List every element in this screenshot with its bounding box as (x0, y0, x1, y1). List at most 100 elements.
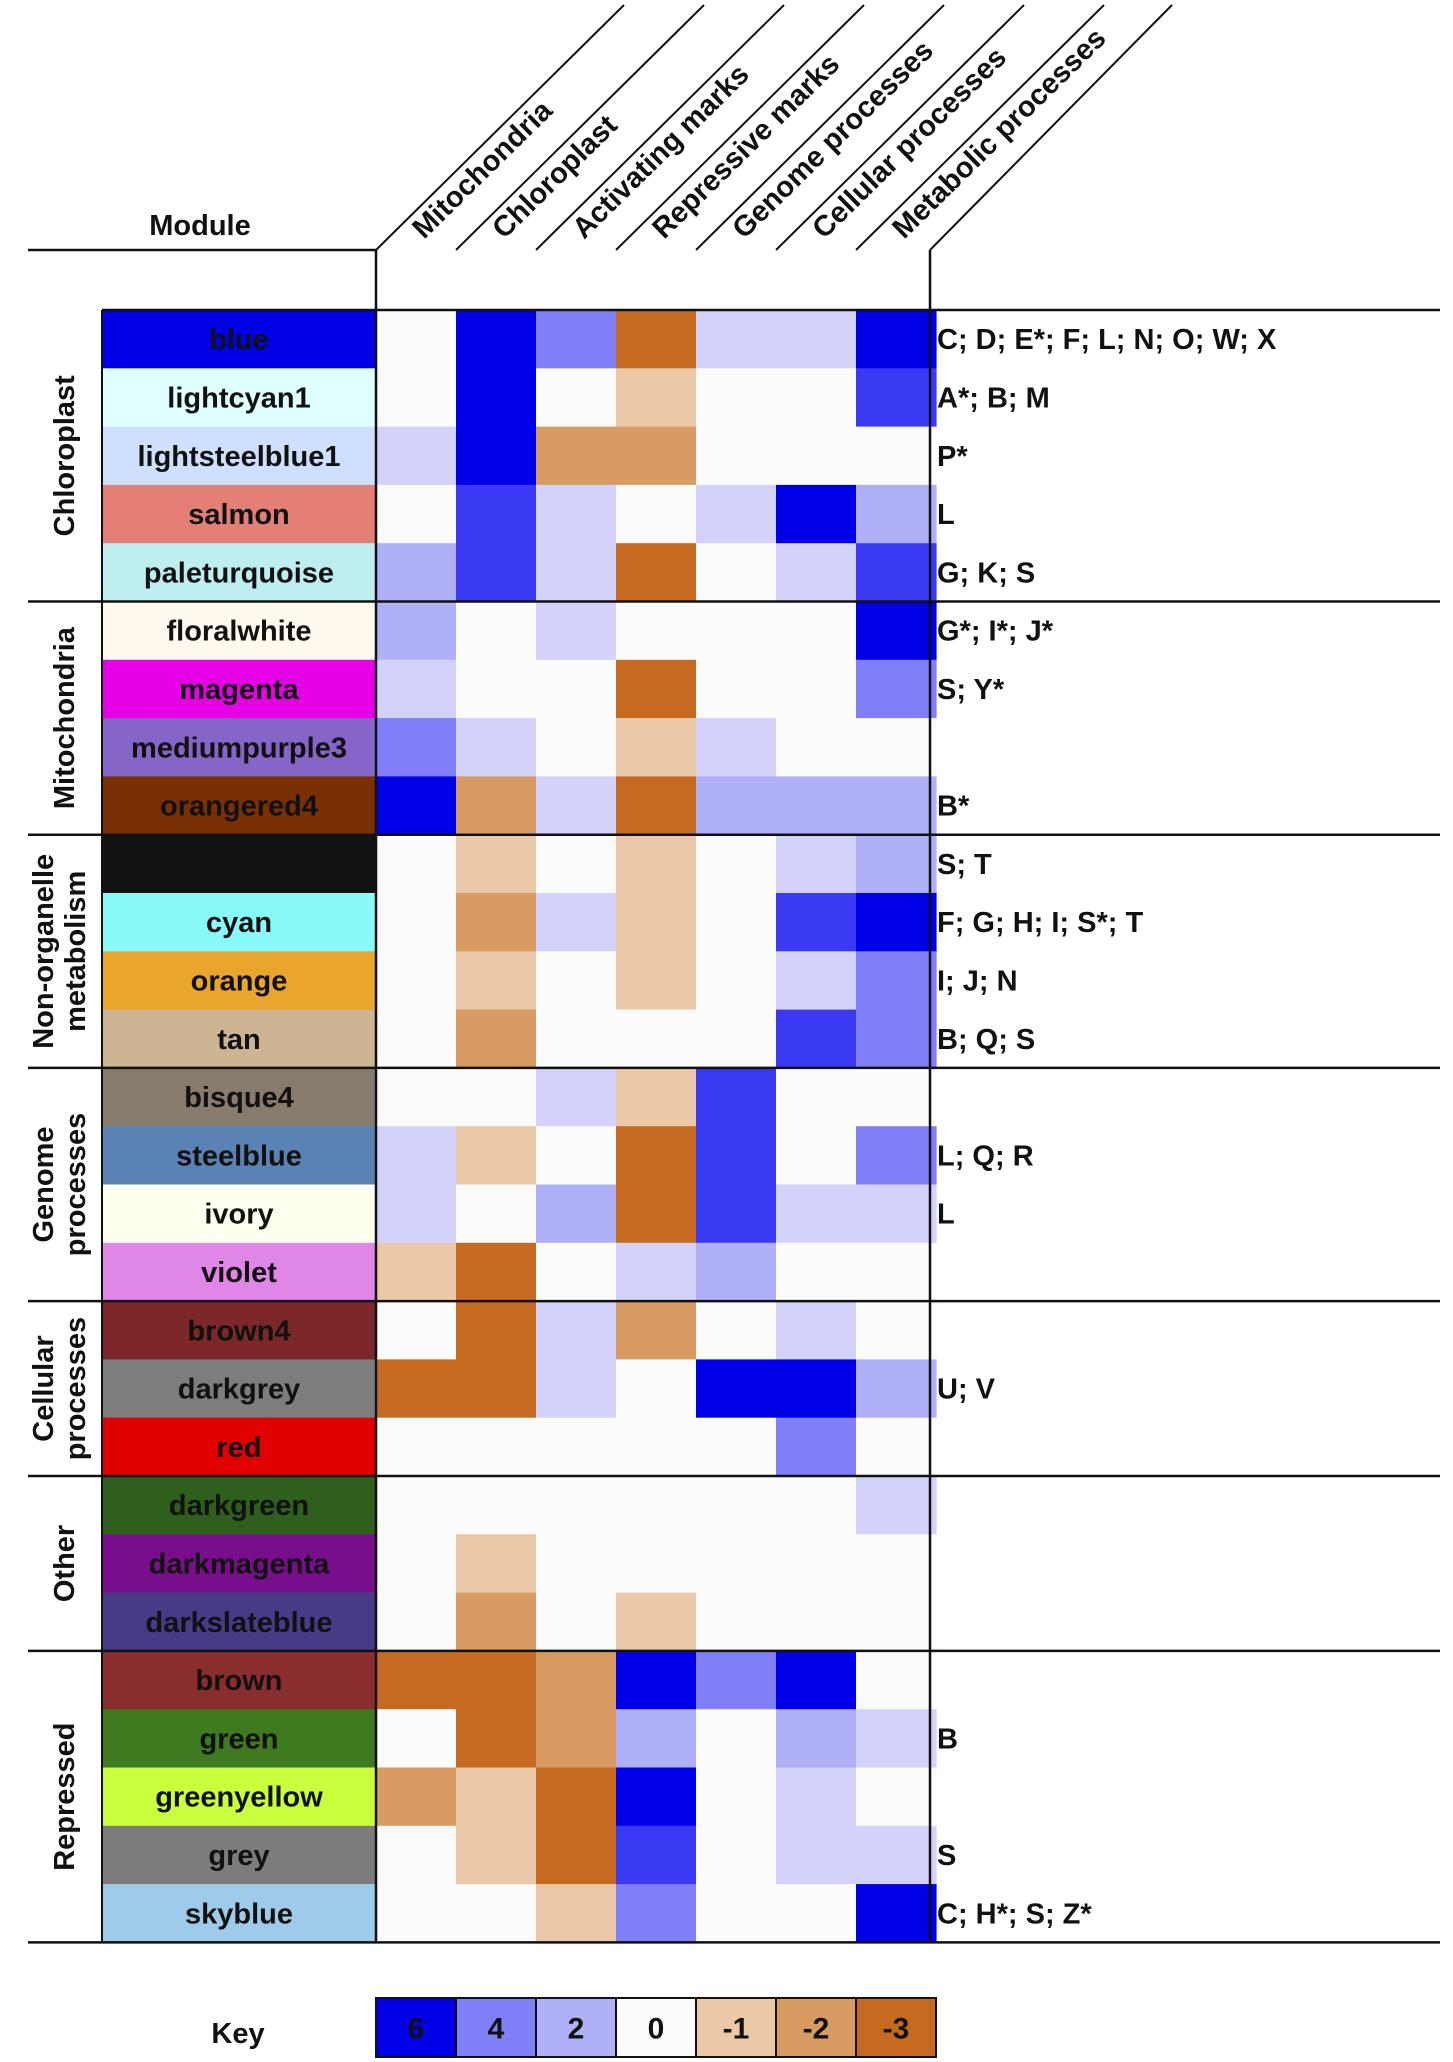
cell-salmon-genome-processes (696, 484, 777, 544)
group-label-repressed: Repressed (49, 1722, 81, 1870)
key-label-value: 0 (648, 2013, 665, 2046)
row-annotation: G; K; S (937, 557, 1035, 589)
cell-darkmagenta-cellular-processes (776, 1534, 857, 1594)
cell-ivory-chloroplast (456, 1184, 537, 1244)
module-label: lightcyan1 (167, 382, 310, 414)
cell-cyan-mitochondria (376, 893, 457, 952)
cell-violet-mitochondria (376, 1242, 457, 1302)
cell-violet-genome-processes (696, 1242, 777, 1302)
cell-brown4-chloroplast (456, 1301, 537, 1360)
cell-brown4-mitochondria (376, 1301, 457, 1360)
cell-darkgreen-cellular-processes (776, 1476, 857, 1535)
cell-grey-activating-marks (536, 1825, 617, 1885)
cell-bisque4-cellular-processes (776, 1067, 857, 1127)
cell-darkslateblue-chloroplast (456, 1592, 537, 1652)
module-swatch-darkgreen (102, 1476, 376, 1535)
cell-darkgrey-mitochondria (376, 1359, 457, 1419)
grid-lines (28, 4, 1440, 1944)
key-label-value: 2 (568, 2013, 585, 2046)
cell-blue-metabolic-processes (856, 310, 937, 369)
cell-magenta-cellular-processes (776, 659, 857, 719)
cell-greenyellow-metabolic-processes (856, 1767, 937, 1827)
row-annotation: F; G; H; I; S*; T (937, 907, 1143, 939)
cell-grey-cellular-processes (776, 1825, 857, 1885)
cell-darkslateblue-metabolic-processes (856, 1592, 937, 1652)
cell-steelblue-genome-processes (696, 1126, 777, 1186)
cell-floralwhite-chloroplast (456, 601, 537, 661)
cell-darkmagenta-chloroplast (456, 1534, 537, 1594)
cell-grey-metabolic-processes (856, 1825, 937, 1885)
column-header-slash (375, 4, 625, 251)
module-label: darkgrey (178, 1374, 301, 1406)
group-label-other: Other (49, 1525, 81, 1602)
cell-tan-metabolic-processes (856, 1009, 937, 1069)
key-label: Key (211, 2018, 264, 2050)
cell-orangered4-chloroplast (456, 776, 537, 836)
cell-green-cellular-processes (776, 1709, 857, 1769)
cell-lightcyan1-mitochondria (376, 368, 457, 428)
group-label-cellular: Cellular (28, 1335, 60, 1441)
cell-black-mitochondria (376, 834, 457, 894)
cell-green-genome-processes (696, 1709, 777, 1769)
cell-darkgreen-metabolic-processes (856, 1476, 937, 1535)
key-label-value: 6 (408, 2013, 425, 2046)
cell-green-chloroplast (456, 1709, 537, 1769)
module-swatch-lightcyan1 (102, 368, 376, 428)
key-label-value: 4 (488, 2013, 505, 2046)
module-swatch-salmon (102, 484, 376, 544)
cell-brown4-repressive-marks (616, 1301, 697, 1360)
cell-red-metabolic-processes (856, 1417, 937, 1477)
module-label: orange (191, 965, 288, 997)
cell-cyan-metabolic-processes (856, 893, 937, 952)
cell-magenta-chloroplast (456, 659, 537, 719)
module-swatch-black (102, 834, 376, 894)
key-label-value: -3 (883, 2013, 910, 2046)
column-header-slash (455, 4, 705, 251)
heatmap-cells (376, 310, 937, 1943)
cell-darkslateblue-genome-processes (696, 1592, 777, 1652)
cell-cyan-activating-marks (536, 893, 617, 952)
cell-orange-genome-processes (696, 951, 777, 1011)
cell-lightsteelblue1-activating-marks (536, 426, 617, 486)
cell-brown-repressive-marks (616, 1650, 697, 1710)
cell-bisque4-repressive-marks (616, 1067, 697, 1127)
cell-blue-chloroplast (456, 310, 537, 369)
cell-brown-cellular-processes (776, 1650, 857, 1710)
group-label-processes: processes (60, 1113, 92, 1257)
cell-orange-mitochondria (376, 951, 457, 1011)
cell-red-mitochondria (376, 1417, 457, 1477)
cell-blue-activating-marks (536, 310, 617, 369)
module-label: salmon (188, 499, 290, 531)
cell-violet-activating-marks (536, 1242, 617, 1302)
row-annotation: I; J; N (937, 965, 1018, 997)
cell-greenyellow-chloroplast (456, 1767, 537, 1827)
module-swatch-bisque4 (102, 1067, 376, 1127)
module-swatch-orangered4 (102, 776, 376, 836)
group-label-processes: processes (60, 1317, 92, 1461)
row-annotation: S (937, 1840, 956, 1872)
cell-bisque4-activating-marks (536, 1067, 617, 1127)
group-label-genome: Genome (28, 1126, 60, 1242)
cell-tan-chloroplast (456, 1009, 537, 1069)
cell-brown4-metabolic-processes (856, 1301, 937, 1360)
cell-darkmagenta-metabolic-processes (856, 1534, 937, 1594)
column-header-slash (695, 4, 945, 251)
cell-orangered4-mitochondria (376, 776, 457, 836)
cell-darkslateblue-repressive-marks (616, 1592, 697, 1652)
module-swatch-tan (102, 1009, 376, 1069)
cell-darkslateblue-mitochondria (376, 1592, 457, 1652)
cell-tan-mitochondria (376, 1009, 457, 1069)
cell-lightcyan1-genome-processes (696, 368, 777, 428)
cell-orange-chloroplast (456, 951, 537, 1011)
cell-skyblue-metabolic-processes (856, 1884, 937, 1943)
cell-grey-chloroplast (456, 1825, 537, 1885)
module-label: green (200, 1723, 279, 1755)
row-annotation: S; Y* (937, 674, 1005, 706)
cell-magenta-metabolic-processes (856, 659, 937, 719)
cell-cyan-genome-processes (696, 893, 777, 952)
cell-orange-activating-marks (536, 951, 617, 1011)
cell-floralwhite-cellular-processes (776, 601, 857, 661)
cell-mediumpurple3-mitochondria (376, 718, 457, 777)
group-label-metabolism: metabolism (60, 871, 92, 1032)
module-label: brown4 (187, 1315, 290, 1347)
